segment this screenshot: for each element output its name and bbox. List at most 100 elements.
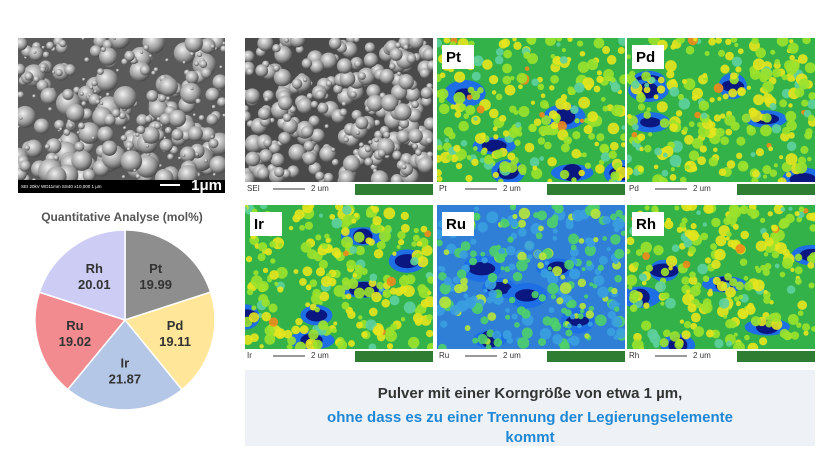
particle bbox=[257, 38, 274, 52]
grain bbox=[593, 275, 605, 287]
grain bbox=[463, 113, 470, 119]
grain bbox=[597, 286, 609, 298]
particle bbox=[331, 158, 339, 166]
particle bbox=[210, 44, 215, 49]
grain bbox=[540, 268, 550, 278]
particle bbox=[159, 138, 173, 152]
grain bbox=[620, 133, 625, 142]
grain bbox=[726, 160, 736, 169]
particle bbox=[82, 168, 96, 182]
grain bbox=[438, 343, 447, 349]
grain bbox=[740, 230, 750, 240]
grain bbox=[682, 293, 695, 306]
grain bbox=[538, 294, 546, 302]
grain bbox=[621, 125, 625, 130]
grain bbox=[595, 164, 605, 174]
particle bbox=[310, 128, 325, 143]
grain bbox=[480, 251, 486, 257]
particle bbox=[270, 153, 285, 167]
grain bbox=[257, 242, 268, 252]
particle bbox=[339, 108, 348, 117]
map-footer-label: Ir bbox=[247, 351, 252, 360]
grain bbox=[776, 38, 789, 47]
grain bbox=[606, 55, 617, 65]
grain bbox=[771, 250, 780, 259]
grain bbox=[780, 207, 786, 212]
grain bbox=[612, 258, 619, 265]
grain bbox=[770, 49, 776, 55]
grain bbox=[769, 103, 777, 111]
grain bbox=[480, 316, 489, 325]
grain bbox=[637, 133, 646, 141]
grain bbox=[512, 271, 523, 282]
grain bbox=[800, 145, 809, 154]
grain bbox=[250, 275, 263, 287]
map-label: Rh bbox=[636, 216, 656, 233]
grain bbox=[692, 137, 703, 149]
grain bbox=[497, 178, 504, 182]
grain bbox=[631, 131, 638, 138]
particle bbox=[28, 46, 44, 61]
grain bbox=[321, 243, 328, 250]
grain bbox=[745, 304, 756, 315]
grain bbox=[469, 250, 477, 258]
particle bbox=[374, 137, 379, 143]
grain bbox=[455, 162, 463, 170]
grain bbox=[427, 276, 433, 284]
grain bbox=[420, 299, 430, 308]
grain bbox=[763, 252, 769, 257]
particle bbox=[396, 129, 410, 144]
grain bbox=[262, 267, 269, 274]
grain bbox=[642, 252, 650, 261]
grain bbox=[602, 216, 611, 225]
grain bbox=[656, 101, 668, 113]
grain bbox=[550, 121, 559, 130]
grain bbox=[556, 297, 564, 305]
grain bbox=[679, 319, 685, 324]
grain bbox=[564, 259, 575, 270]
grain bbox=[698, 100, 710, 111]
grain bbox=[661, 169, 669, 177]
grain bbox=[785, 213, 795, 224]
particle bbox=[81, 38, 85, 41]
grain bbox=[590, 208, 601, 219]
grain bbox=[283, 329, 293, 339]
particle bbox=[412, 143, 419, 150]
grain bbox=[637, 103, 646, 111]
grain bbox=[513, 41, 522, 50]
grain bbox=[444, 138, 449, 143]
grain bbox=[725, 51, 734, 61]
map-scale-label: 2 um bbox=[503, 351, 521, 360]
grain bbox=[278, 242, 283, 248]
grain bbox=[373, 249, 384, 259]
grain bbox=[693, 326, 705, 337]
grain bbox=[641, 320, 652, 331]
grain bbox=[735, 66, 742, 73]
grain bbox=[556, 42, 561, 47]
grain bbox=[629, 304, 638, 313]
grain bbox=[277, 286, 284, 293]
grain bbox=[782, 257, 794, 269]
particle bbox=[381, 94, 399, 112]
particle bbox=[34, 118, 50, 134]
sem-info: SEI 20kV WD11mm SS40 x10,000 1 μm bbox=[21, 184, 102, 189]
grain bbox=[786, 285, 796, 294]
map-scale-label: 2 um bbox=[693, 184, 711, 193]
particle bbox=[245, 88, 260, 104]
grain bbox=[743, 275, 749, 281]
grain bbox=[452, 276, 461, 284]
sem-image: SEI 20kV WD11mm SS40 x10,000 1 μm 1μm bbox=[18, 38, 225, 193]
grain bbox=[569, 335, 580, 346]
grain bbox=[640, 241, 653, 254]
grain bbox=[655, 281, 666, 293]
grain bbox=[466, 155, 472, 160]
particle bbox=[395, 42, 402, 49]
grain bbox=[773, 163, 778, 168]
particle bbox=[120, 150, 143, 172]
grain bbox=[424, 230, 432, 238]
grain bbox=[437, 265, 443, 271]
grain bbox=[306, 285, 312, 291]
grain bbox=[531, 167, 543, 180]
grain bbox=[538, 125, 549, 136]
grain bbox=[779, 328, 790, 339]
